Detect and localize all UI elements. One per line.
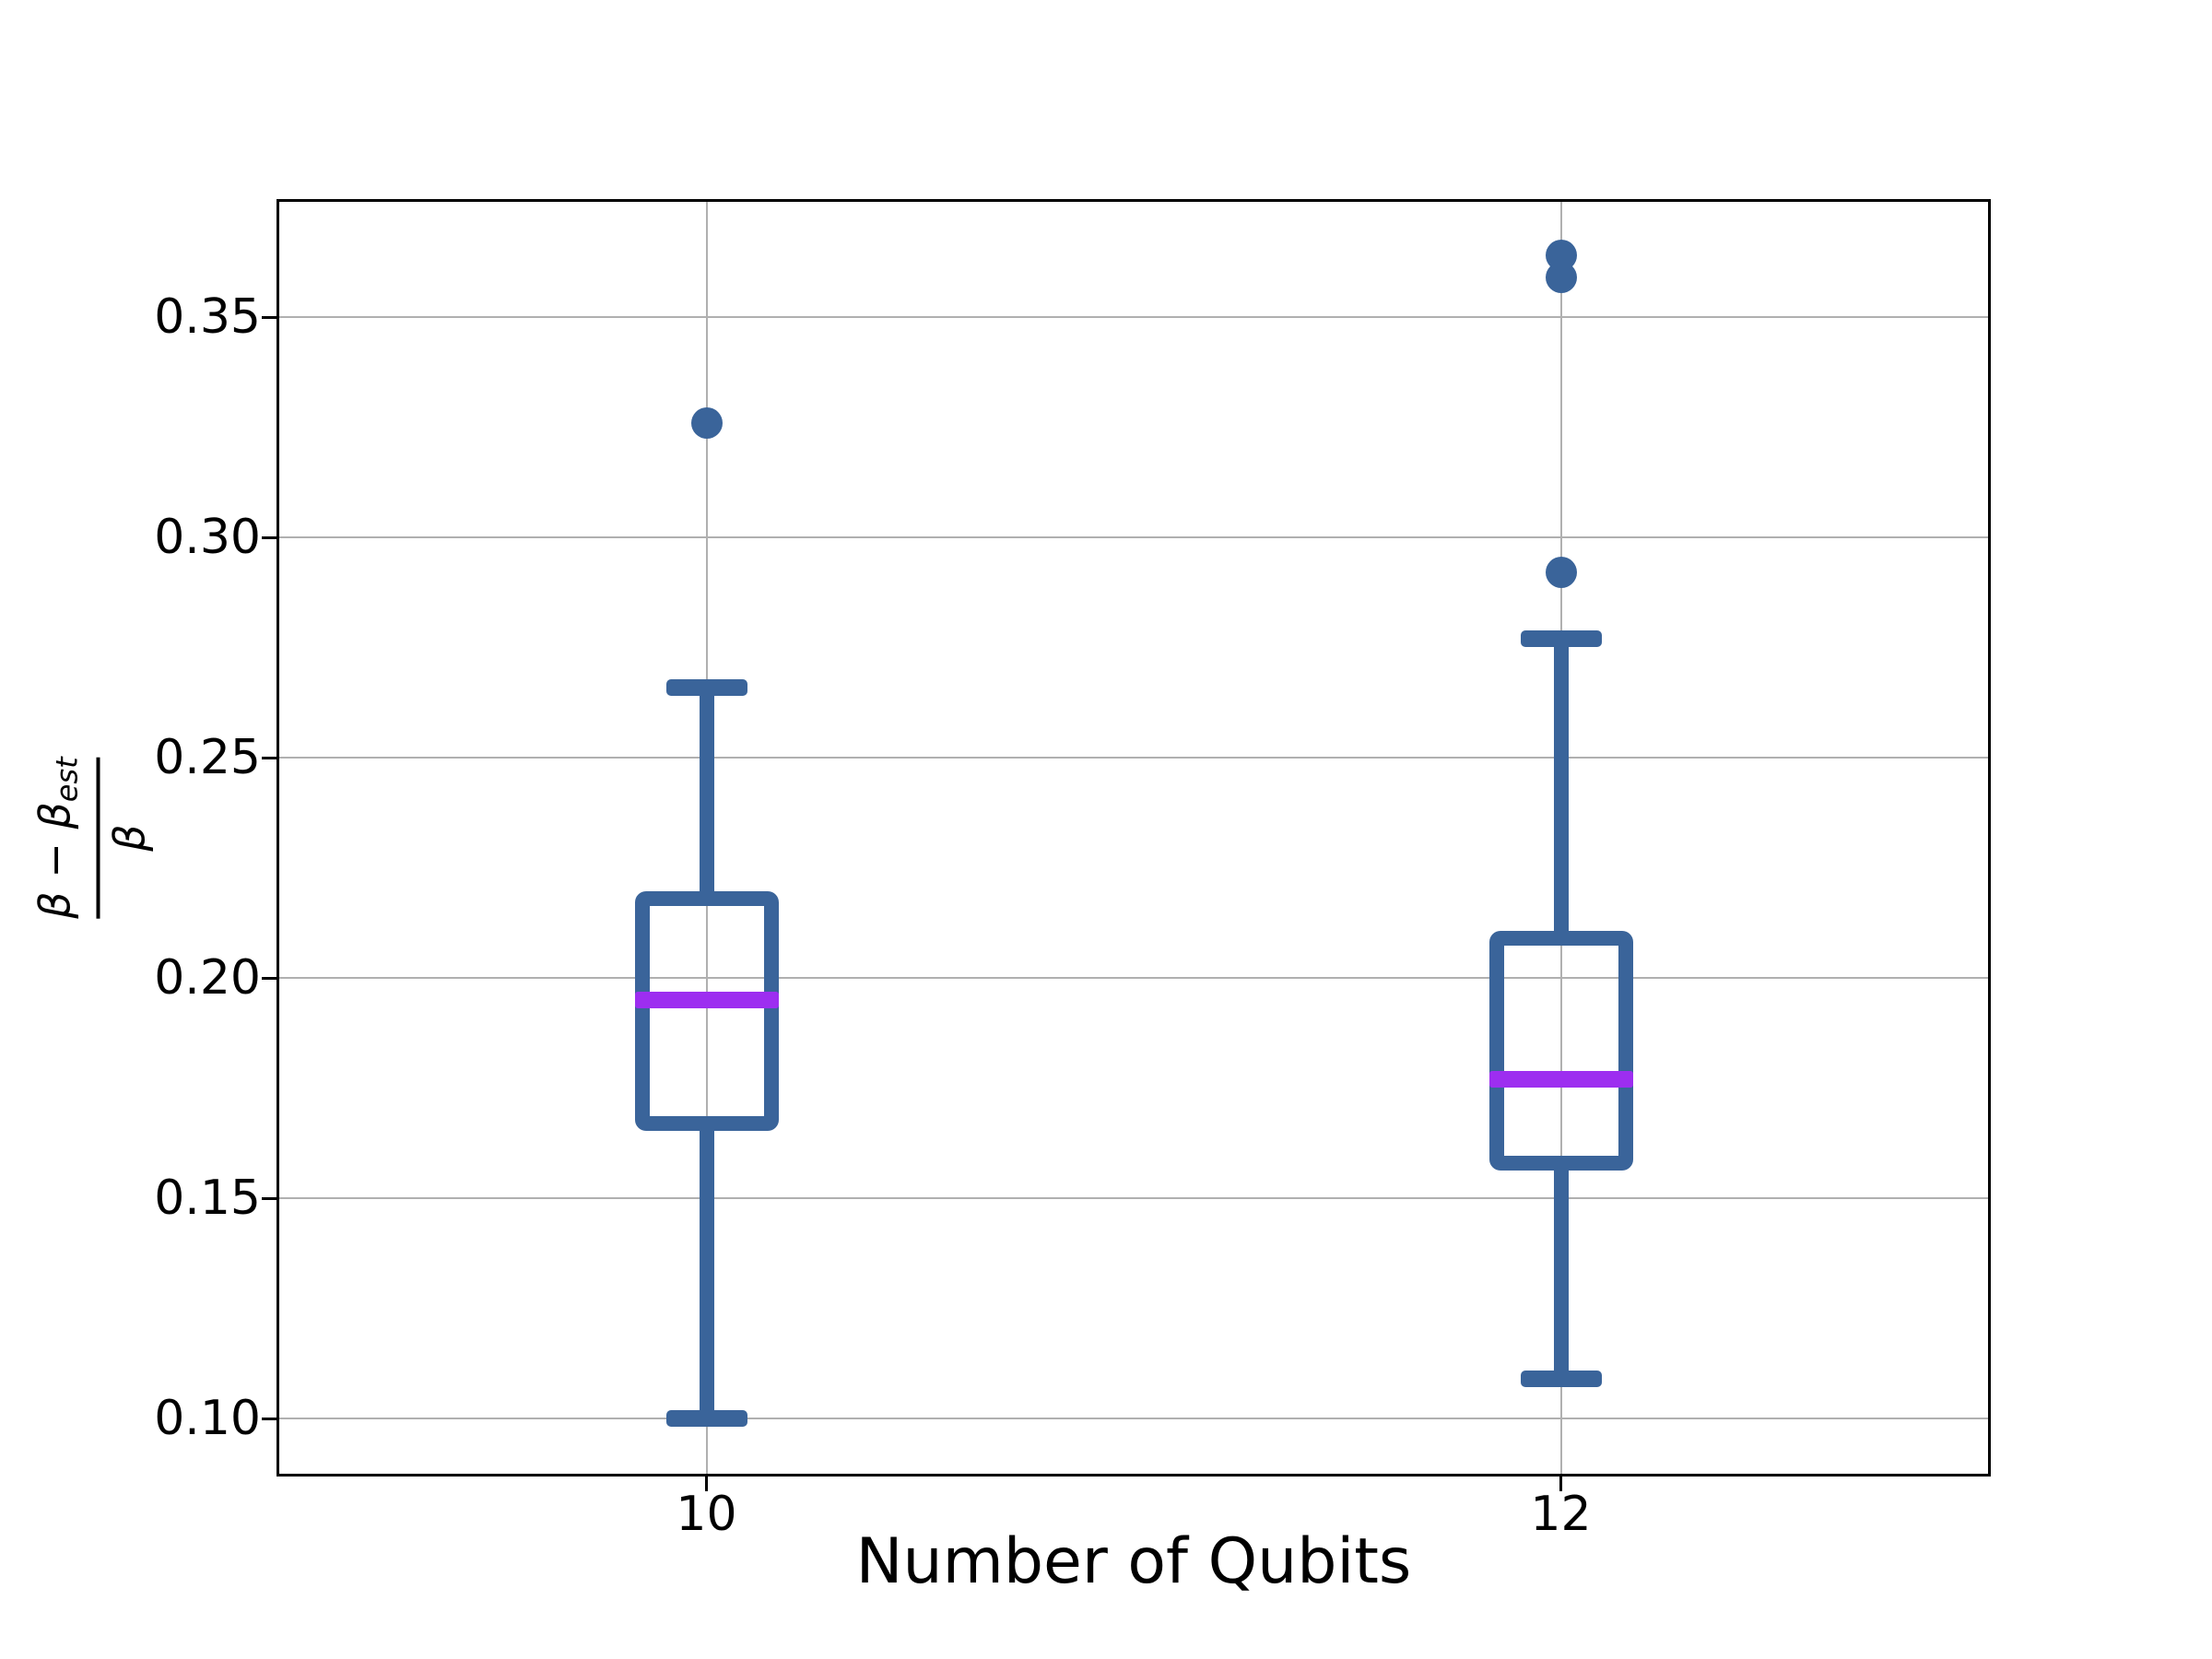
lower-whisker xyxy=(699,1123,714,1419)
y-tick-label: 0.10 xyxy=(154,1391,261,1447)
x-axis-label: Number of Qubits xyxy=(855,1525,1412,1598)
lower-whisker-cap xyxy=(665,1410,747,1428)
upper-whisker-cap xyxy=(665,678,747,696)
outlier-marker xyxy=(690,406,723,439)
y-tick-mark xyxy=(262,1417,276,1420)
y-gridline xyxy=(279,316,1988,319)
y-tick-label: 0.25 xyxy=(154,730,261,786)
y-tick-label: 0.20 xyxy=(154,950,261,1006)
x-tick-label: 12 xyxy=(1530,1487,1592,1542)
upper-whisker-cap xyxy=(1520,630,1602,648)
y-gridline xyxy=(279,536,1988,539)
ylabel-denominator: β xyxy=(104,824,155,852)
ylabel-numerator-main: β − β xyxy=(29,802,80,919)
y-gridline xyxy=(279,1197,1988,1200)
y-tick-label: 0.15 xyxy=(154,1171,261,1227)
x-tick-mark xyxy=(1559,1477,1562,1491)
outlier-marker xyxy=(1545,240,1577,272)
upper-whisker xyxy=(1553,639,1569,939)
y-tick-mark xyxy=(262,1196,276,1200)
iqr-box xyxy=(634,891,779,1131)
x-tick-label: 10 xyxy=(676,1487,737,1542)
y-tick-mark xyxy=(262,976,276,980)
y-tick-label: 0.30 xyxy=(154,510,261,566)
y-gridline xyxy=(279,757,1988,759)
y-tick-label: 0.35 xyxy=(154,289,261,346)
y-tick-mark xyxy=(262,315,276,319)
lower-whisker-cap xyxy=(1520,1371,1602,1388)
plot-area xyxy=(276,199,1991,1477)
upper-whisker xyxy=(699,687,714,900)
y-gridline xyxy=(279,977,1988,980)
median-line xyxy=(634,992,779,1009)
lower-whisker xyxy=(1553,1163,1569,1380)
y-tick-mark xyxy=(262,535,276,539)
outlier-marker xyxy=(1545,557,1577,589)
median-line xyxy=(1488,1071,1633,1088)
x-tick-mark xyxy=(705,1477,708,1491)
y-gridline xyxy=(279,1418,1988,1420)
y-tick-mark xyxy=(262,756,276,759)
iqr-box xyxy=(1488,931,1633,1171)
